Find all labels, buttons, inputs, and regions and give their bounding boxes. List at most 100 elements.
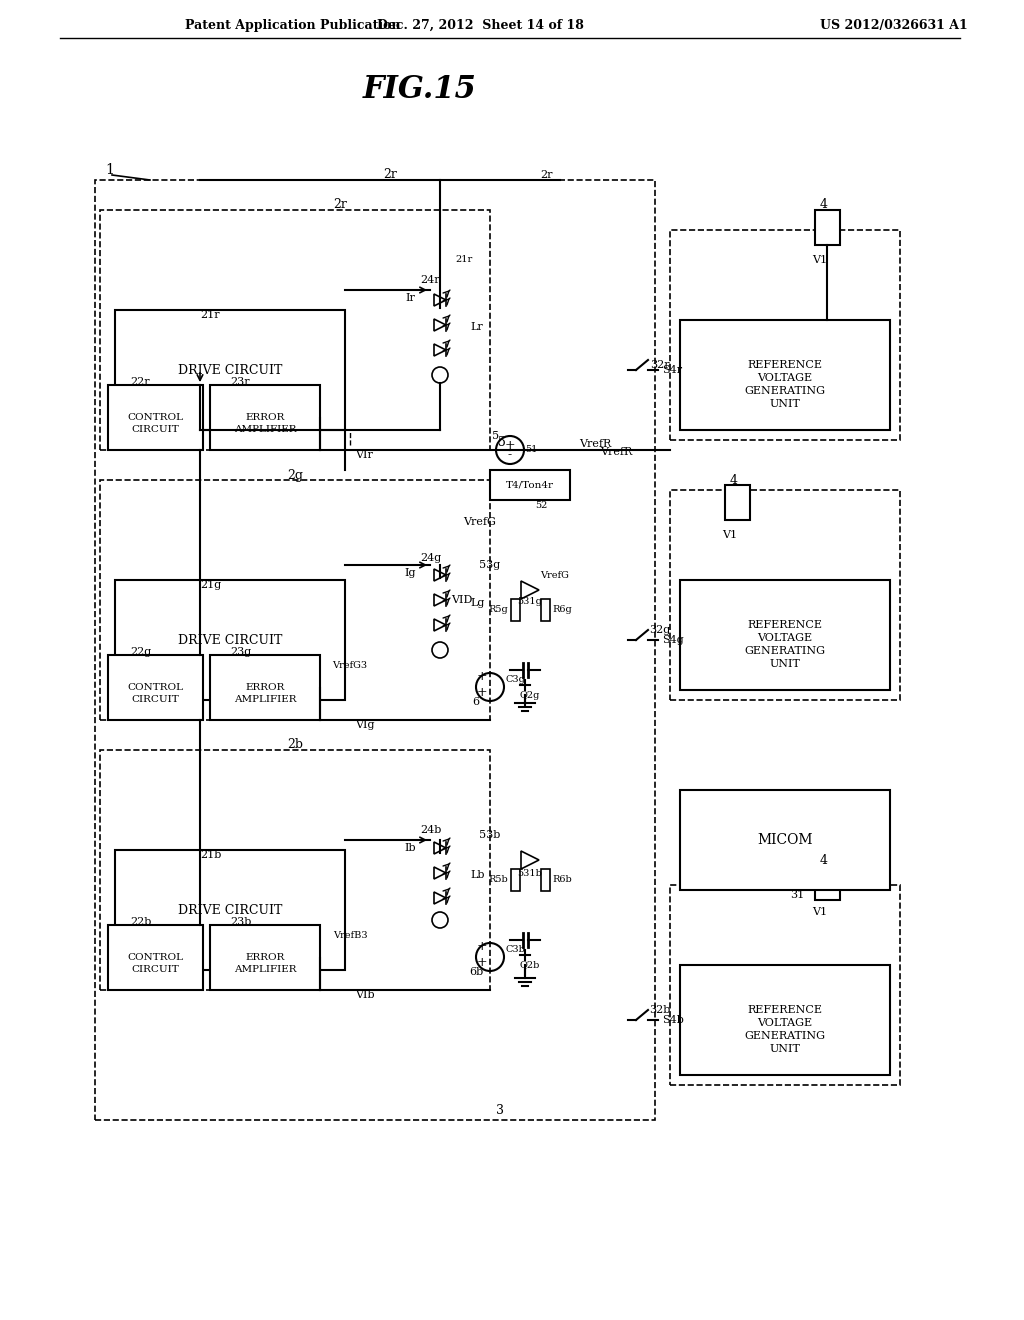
Text: T4/Ton4r: T4/Ton4r [506, 480, 554, 490]
Text: 22b: 22b [130, 917, 152, 927]
Text: -: - [508, 449, 512, 462]
Text: DRIVE CIRCUIT: DRIVE CIRCUIT [178, 634, 283, 647]
Text: +: + [477, 671, 487, 684]
Text: 4: 4 [730, 474, 738, 487]
Text: Q2g: Q2g [520, 690, 541, 700]
FancyBboxPatch shape [210, 925, 319, 990]
Text: ERROR: ERROR [246, 953, 285, 962]
Text: REFERENCE: REFERENCE [748, 620, 822, 630]
Text: +: + [477, 940, 487, 953]
FancyBboxPatch shape [210, 385, 319, 450]
Text: AMPLIFIER: AMPLIFIER [233, 694, 296, 704]
Text: CIRCUIT: CIRCUIT [131, 425, 179, 433]
FancyBboxPatch shape [680, 789, 890, 890]
Text: DRIVE CIRCUIT: DRIVE CIRCUIT [178, 363, 283, 376]
FancyBboxPatch shape [680, 965, 890, 1074]
Text: UNIT: UNIT [770, 399, 801, 409]
Text: C3g: C3g [505, 676, 525, 685]
Text: 31: 31 [790, 890, 804, 900]
Text: Ib: Ib [404, 843, 416, 853]
Text: 52: 52 [535, 500, 548, 510]
Text: 32g: 32g [649, 624, 671, 635]
Text: Lg: Lg [470, 598, 484, 609]
Text: 24b: 24b [420, 825, 441, 836]
Text: 6: 6 [472, 697, 479, 708]
Text: VID: VID [452, 595, 473, 605]
Text: R6b: R6b [552, 875, 571, 884]
Text: GENERATING: GENERATING [744, 645, 825, 656]
Text: 2r: 2r [383, 169, 397, 181]
Text: 1: 1 [105, 162, 114, 177]
Text: 21r: 21r [455, 256, 472, 264]
FancyBboxPatch shape [511, 869, 519, 891]
Text: Patent Application Publication: Patent Application Publication [185, 18, 400, 32]
Text: REFERENCE: REFERENCE [748, 1005, 822, 1015]
Text: VOLTAGE: VOLTAGE [758, 1018, 813, 1028]
Text: VrefG: VrefG [464, 517, 497, 527]
Text: AMPLIFIER: AMPLIFIER [233, 965, 296, 974]
Text: Lr: Lr [470, 322, 482, 333]
FancyBboxPatch shape [490, 470, 570, 500]
Text: UNIT: UNIT [770, 1044, 801, 1053]
FancyBboxPatch shape [680, 319, 890, 430]
Text: 53g: 53g [479, 560, 501, 570]
Text: VIg: VIg [355, 719, 375, 730]
Text: V1: V1 [723, 531, 737, 540]
Text: GENERATING: GENERATING [744, 1031, 825, 1041]
Text: MICOM: MICOM [758, 833, 813, 847]
FancyBboxPatch shape [511, 599, 519, 620]
Text: UNIT: UNIT [770, 659, 801, 669]
Text: 21r: 21r [200, 310, 219, 319]
Text: S4r: S4r [662, 366, 682, 375]
Text: US 2012/0326631 A1: US 2012/0326631 A1 [820, 18, 968, 32]
Text: GENERATING: GENERATING [744, 385, 825, 396]
Text: 4: 4 [820, 198, 828, 211]
Text: 2b: 2b [287, 738, 303, 751]
Text: Dec. 27, 2012  Sheet 14 of 18: Dec. 27, 2012 Sheet 14 of 18 [377, 18, 584, 32]
Text: 23r: 23r [230, 378, 250, 387]
Text: VrefB3: VrefB3 [333, 931, 368, 940]
Text: 53b: 53b [479, 830, 501, 840]
FancyBboxPatch shape [108, 925, 203, 990]
Text: 32r: 32r [650, 360, 670, 370]
Text: VOLTAGE: VOLTAGE [758, 374, 813, 383]
Text: VrefR: VrefR [579, 440, 611, 449]
FancyBboxPatch shape [725, 484, 750, 520]
Text: 22g: 22g [130, 647, 152, 657]
Text: CONTROL: CONTROL [127, 684, 183, 693]
Text: Ir: Ir [406, 293, 415, 304]
Text: ERROR: ERROR [246, 413, 285, 422]
Text: V1: V1 [812, 907, 827, 917]
Text: VrefR: VrefR [600, 447, 632, 457]
Text: Lb: Lb [470, 870, 484, 880]
FancyBboxPatch shape [541, 869, 550, 891]
Text: 531g: 531g [517, 598, 543, 606]
Text: 2r: 2r [333, 198, 347, 211]
Text: 3: 3 [496, 1104, 504, 1117]
Text: 21b: 21b [200, 850, 221, 861]
Text: VOLTAGE: VOLTAGE [758, 634, 813, 643]
Text: AMPLIFIER: AMPLIFIER [233, 425, 296, 433]
Text: R6g: R6g [552, 606, 571, 615]
Text: +: + [505, 438, 515, 451]
FancyBboxPatch shape [108, 385, 203, 450]
Text: CONTROL: CONTROL [127, 953, 183, 962]
Text: REFERENCE: REFERENCE [748, 360, 822, 370]
Text: CONTROL: CONTROL [127, 413, 183, 422]
Text: 4: 4 [820, 854, 828, 866]
Text: ERROR: ERROR [246, 684, 285, 693]
Text: S4b: S4b [662, 1015, 684, 1026]
Text: CIRCUIT: CIRCUIT [131, 965, 179, 974]
Text: 32b: 32b [649, 1005, 671, 1015]
Text: 24r: 24r [420, 275, 439, 285]
Text: 2g: 2g [287, 469, 303, 482]
Text: 51: 51 [525, 446, 538, 454]
Text: C3b: C3b [505, 945, 525, 954]
FancyBboxPatch shape [541, 599, 550, 620]
FancyBboxPatch shape [115, 310, 345, 430]
Text: 21g: 21g [200, 579, 221, 590]
Text: 531b: 531b [517, 869, 543, 878]
Text: CIRCUIT: CIRCUIT [131, 694, 179, 704]
Text: Ig: Ig [404, 568, 416, 578]
Text: 5: 5 [498, 436, 506, 449]
